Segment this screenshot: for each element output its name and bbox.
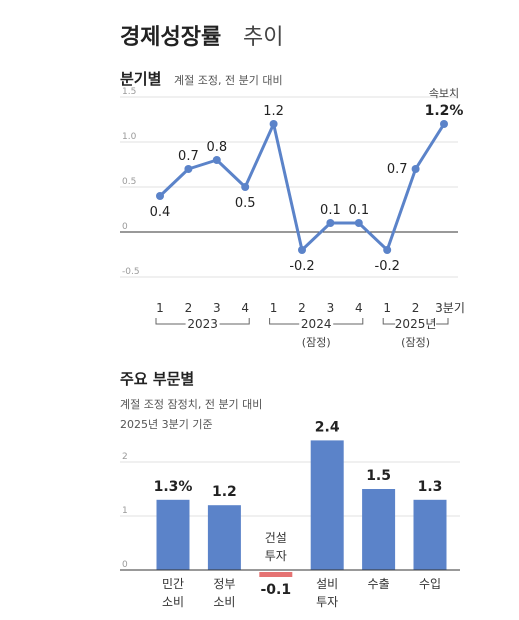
year-bracket	[382, 318, 396, 325]
x-tick-label: 3	[213, 301, 221, 315]
year-label: 2023	[187, 317, 218, 331]
data-label: -0.2	[375, 259, 400, 274]
year-bracket	[436, 318, 449, 325]
bar	[259, 572, 293, 577]
x-tick-label: 2	[298, 301, 306, 315]
data-point	[440, 120, 448, 128]
main-title-sub: 추이	[243, 25, 283, 50]
data-label: 1.2%	[425, 103, 464, 119]
x-tick-label: 1	[383, 301, 391, 315]
year-bracket	[155, 318, 186, 325]
data-point	[383, 246, 392, 254]
category-label: 투자	[316, 595, 338, 609]
data-point	[354, 219, 363, 227]
y-tick-label: -0.5	[122, 267, 140, 277]
year-note: (잠정)	[401, 336, 430, 349]
bar	[362, 489, 396, 570]
year-note: (잠정)	[302, 336, 331, 349]
x-tick-label: 3	[327, 301, 335, 315]
main-title: 경제성장률	[120, 25, 221, 50]
bar	[413, 499, 447, 570]
bar	[207, 505, 241, 570]
category-label: 수출	[368, 577, 390, 591]
bar-value-label: 1.2	[212, 484, 237, 500]
data-label: 0.7	[387, 162, 408, 177]
year-bracket	[333, 318, 364, 325]
data-point	[298, 246, 306, 254]
data-label: -0.2	[289, 259, 314, 274]
line-chart: 1.5 1.0 0.5 0 -0.5 0.4 0.7 0.8 0.5 1.2 -0.2 0.1 0.1 -…	[120, 87, 465, 349]
data-label: 0.7	[178, 149, 199, 164]
x-tick-label: 1	[156, 301, 164, 315]
year-label: 2024	[301, 317, 332, 331]
y-tick-label: 1.0	[122, 132, 137, 142]
x-tick-label: 3분기	[435, 301, 465, 315]
y-tick-label: 2	[122, 452, 128, 462]
bar	[156, 499, 190, 570]
bar	[310, 440, 344, 570]
data-label: 0.1	[320, 203, 341, 218]
year-label: 2025년	[395, 317, 437, 331]
y-tick-label: 0.5	[122, 177, 136, 187]
y-tick-label: 0	[122, 560, 128, 570]
data-point	[241, 183, 250, 191]
bar-chart-title: 주요 부문별	[120, 370, 194, 388]
bar-value-label: 1.3	[418, 479, 443, 495]
x-tick-label: 4	[355, 301, 363, 315]
category-label: 소비	[162, 595, 184, 609]
data-label: 0.4	[150, 205, 171, 220]
data-label: 0.8	[206, 140, 227, 155]
y-tick-label: 1.5	[122, 87, 136, 97]
bar-chart-subtitle-2: 2025년 3분기 기준	[120, 418, 213, 431]
x-tick-label: 2	[412, 301, 420, 315]
y-tick-label: 1	[122, 506, 128, 516]
bar-value-label: 2.4	[315, 419, 340, 435]
bar-value-label: -0.1	[260, 582, 291, 598]
data-label: 0.1	[348, 203, 369, 218]
category-label: 소비	[213, 595, 235, 609]
data-point	[326, 219, 335, 227]
annotation-label: 속보치	[429, 87, 459, 100]
year-bracket	[219, 318, 250, 325]
x-tick-label: 2	[185, 301, 193, 315]
category-label: 정부	[213, 577, 235, 591]
x-tick-label: 4	[241, 301, 249, 315]
data-label: 1.2	[263, 104, 284, 119]
year-bracket	[269, 318, 300, 325]
data-point	[411, 165, 420, 173]
data-point	[212, 156, 221, 164]
bar-value-label: 1.5	[366, 468, 391, 484]
category-label: 건설	[265, 531, 287, 545]
line-chart-subtitle: 계절 조정, 전 분기 대비	[174, 74, 283, 87]
category-label: 설비	[316, 577, 338, 591]
x-tick-label: 1	[270, 301, 278, 315]
y-tick-label: 0	[122, 222, 128, 232]
category-label: 수입	[419, 577, 441, 591]
data-label: 0.5	[235, 196, 256, 211]
data-point	[184, 165, 193, 173]
category-label: 민간	[162, 577, 184, 591]
line-chart-title: 분기별	[120, 70, 161, 88]
bar-chart-subtitle: 계절 조정 잠정치, 전 분기 대비	[120, 398, 262, 411]
data-point	[269, 120, 278, 128]
data-point	[156, 192, 164, 200]
bar-value-label: 1.3%	[154, 479, 193, 495]
category-label: 투자	[265, 549, 287, 563]
